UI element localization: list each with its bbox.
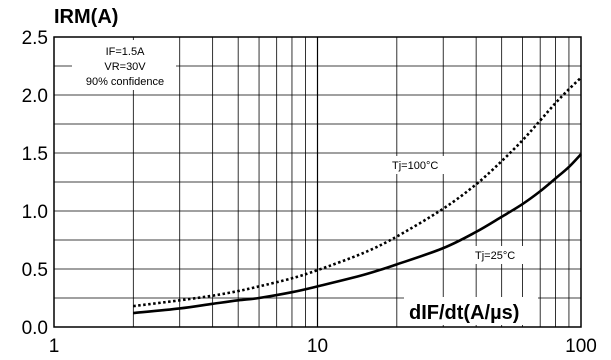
series-label-tj25: Tj=25°C bbox=[475, 250, 515, 262]
grid bbox=[54, 37, 581, 327]
conditions-box: IF=1.5A VR=30V 90% confidence bbox=[72, 40, 176, 90]
x-tick-label: 1 bbox=[49, 336, 60, 357]
series-line-tj25 bbox=[133, 153, 582, 315]
series-label-tj25-group: Tj=25°C bbox=[470, 246, 532, 264]
x-axis-label-group: dIF/dt(A/µs) bbox=[404, 297, 538, 325]
tick-labels: 0.0 0.5 1.0 1.5 2.0 2.5 1 10 100 bbox=[22, 28, 597, 357]
condition-if: IF=1.5A bbox=[106, 46, 145, 58]
series-label-tj100-background bbox=[386, 156, 462, 174]
series-label-tj100-group: Tj=100°C bbox=[386, 156, 462, 174]
conditions-background bbox=[72, 40, 176, 90]
x-tick-label: 10 bbox=[307, 336, 328, 357]
series-label-tj25-background bbox=[470, 246, 532, 264]
y-tick-label: 1.0 bbox=[22, 202, 48, 223]
x-axis-label: dIF/dt(A/µs) bbox=[409, 302, 519, 324]
y-tick-label: 0.5 bbox=[22, 260, 48, 281]
condition-confidence: 90% confidence bbox=[86, 76, 164, 88]
x-tick-label: 100 bbox=[565, 336, 597, 357]
series bbox=[133, 76, 582, 315]
series-line-tj100 bbox=[133, 76, 582, 308]
y-tick-label: 2.0 bbox=[22, 86, 48, 107]
y-axis-label: IRM(A) bbox=[54, 6, 118, 28]
x-axis-label-background bbox=[404, 297, 538, 325]
series-label-tj100: Tj=100°C bbox=[392, 160, 438, 172]
condition-vr: VR=30V bbox=[104, 61, 146, 73]
y-tick-label: 0.0 bbox=[22, 318, 48, 339]
y-tick-label: 1.5 bbox=[22, 144, 48, 165]
plot-frame bbox=[53, 36, 582, 328]
y-tick-label: 2.5 bbox=[22, 28, 48, 49]
